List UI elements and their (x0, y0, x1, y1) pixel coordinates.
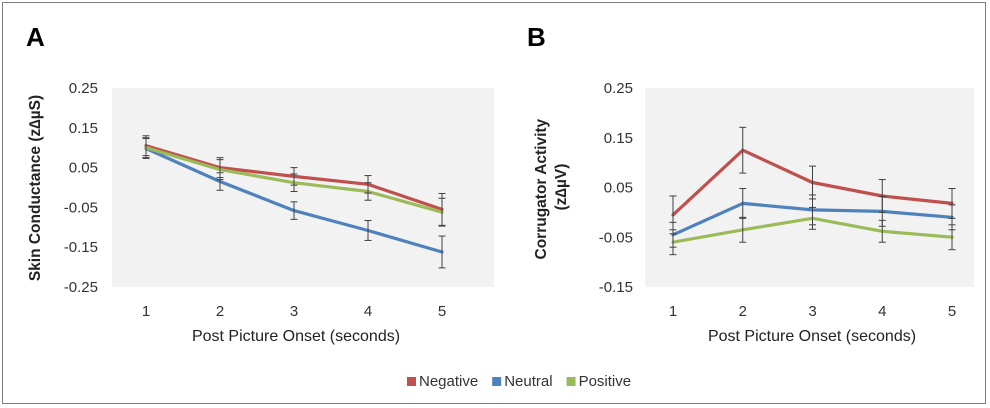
panel-b-y-tick-label: -0.05 (599, 229, 633, 246)
panel-b-y-axis-title: Corrugator Activity (z∆µV) (533, 115, 570, 260)
panel-b-y-tick-label: 0.05 (604, 180, 633, 197)
panel-a-label: A (26, 22, 45, 52)
panel-a-positive-error-bar (290, 173, 298, 192)
panel-b-y-axis-title-line-2: (z∆µV) (553, 164, 570, 211)
panel-a-plot-area (112, 88, 494, 287)
legend-label-negative: Negative (419, 373, 478, 390)
panel-b-positive-error-bar (739, 216, 747, 243)
panel-a-y-ticks: 0.25 0.15 0.05 -0.05 -0.15 -0.25 (64, 80, 98, 296)
panel-b-x-ticks: 1 2 3 4 5 (669, 303, 956, 320)
panel-a-y-tick-label: 0.15 (69, 120, 98, 137)
panel-a-x-axis-title: Post Picture Onset (seconds) (192, 328, 400, 345)
panel-a-positive-error-bar (216, 159, 224, 181)
panel-a-y-tick-label: -0.05 (64, 199, 98, 216)
panel-a-x-tick-label: 4 (364, 303, 372, 320)
legend-label-neutral: Neutral (504, 373, 552, 390)
panel-a-neutral-error-bar (364, 220, 372, 241)
panel-b-x-tick-label: 4 (878, 303, 886, 320)
panel-b-x-axis-title: Post Picture Onset (seconds) (708, 328, 916, 345)
panel-b-positive-error-bar (809, 206, 816, 230)
panel-a-x-tick-label: 1 (142, 303, 150, 320)
panel-a-neutral-error-bar (438, 235, 446, 269)
panel-b-x-tick-label: 1 (669, 303, 677, 320)
panel-b-x-tick-label: 2 (739, 303, 747, 320)
panel-b-y-tick-label: -0.15 (599, 279, 633, 296)
panel-b-series (669, 126, 956, 256)
panel-a-x-tick-label: 3 (290, 303, 298, 320)
panel-a-positive-error-bar (438, 197, 446, 227)
panel-a-positive-error-bar (364, 182, 372, 201)
panel-b-y-tick-label: 0.25 (604, 80, 633, 97)
panel-b: B 0.25 0.15 0.05 -0.05 -0.15 1 2 3 4 5 Corrugato… (527, 22, 974, 345)
panel-a-y-tick-label: -0.25 (64, 279, 98, 296)
panel-a-positive-error-bar (142, 137, 150, 159)
panel-b-y-axis-title-line-1: Corrugator Activity (533, 118, 550, 259)
panel-a-x-tick-label: 5 (438, 303, 446, 320)
panel-a-y-tick-label: 0.05 (69, 160, 98, 177)
panel-a-neutral-error-bar (290, 201, 298, 220)
panel-b-plot-area (645, 88, 974, 287)
legend: Negative Neutral Positive (407, 373, 631, 390)
panel-a-y-axis-title: Skin Conductance (z∆µS) (27, 95, 44, 281)
panel-a-y-tick-label: -0.15 (64, 239, 98, 256)
panel-b-x-tick-label: 3 (808, 303, 816, 320)
panel-b-y-ticks: 0.25 0.15 0.05 -0.05 -0.15 (599, 80, 633, 296)
panel-b-positive-error-bar (878, 219, 886, 243)
panel-a: A 0.25 0.15 0.05 -0.05 -0.15 -0.25 1 2 3 4 5 Skin… (26, 22, 494, 345)
legend-swatch-neutral (492, 377, 502, 386)
legend-label-positive: Positive (579, 373, 632, 390)
panel-a-x-tick-label: 2 (216, 303, 224, 320)
panel-a-series (142, 135, 446, 269)
panel-b-negative-error-bar (739, 126, 747, 174)
panel-b-positive-error-bar (948, 224, 956, 251)
legend-swatch-positive (566, 377, 576, 386)
panel-b-positive-error-bar (669, 229, 677, 256)
legend-swatch-negative (407, 377, 416, 386)
panel-b-y-tick-label: 0.15 (604, 130, 633, 147)
panel-a-x-ticks: 1 2 3 4 5 (142, 303, 446, 320)
panel-a-y-tick-label: 0.25 (69, 80, 98, 97)
panel-b-label: B (527, 22, 546, 52)
panel-b-x-tick-label: 5 (948, 303, 956, 320)
